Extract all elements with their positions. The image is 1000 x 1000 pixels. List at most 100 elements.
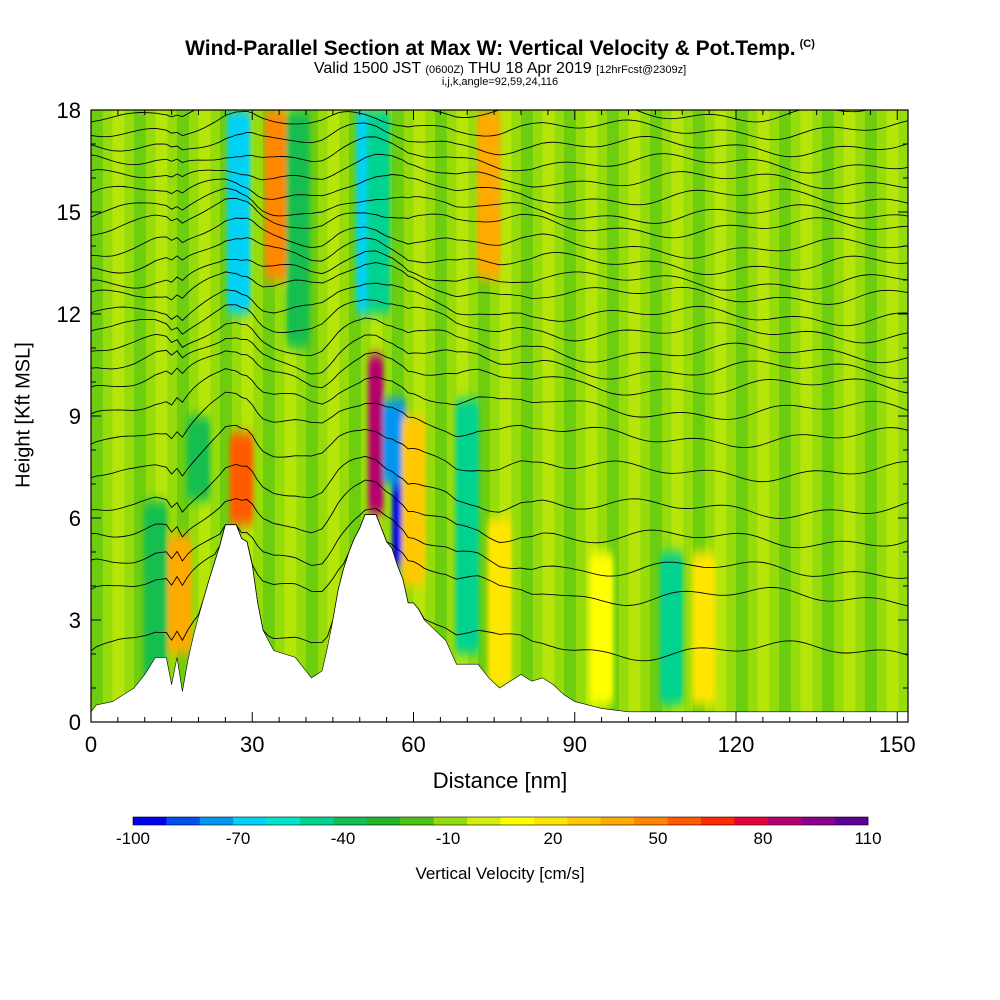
velocity-stripe	[693, 110, 705, 722]
velocity-stripe	[413, 110, 426, 722]
colorbar-swatch	[834, 817, 869, 825]
velocity-core	[589, 552, 614, 705]
velocity-stripe	[800, 110, 813, 722]
colorbar-swatch	[767, 817, 802, 825]
velocity-stripe	[478, 110, 490, 722]
theta-contour	[91, 262, 908, 305]
colorbar-swatch	[199, 817, 234, 825]
colorbar-swatch	[133, 817, 167, 825]
velocity-stripe	[843, 110, 856, 722]
theta-contour	[91, 237, 908, 276]
theta-contour	[91, 391, 908, 449]
velocity-stripe	[671, 110, 684, 722]
x-axis: 0 30 60 90 120 150	[85, 110, 916, 757]
theta-contour	[91, 350, 908, 396]
x-tick-label: 30	[240, 732, 264, 757]
velocity-stripe	[521, 110, 533, 722]
colorbar-tick-label: -100	[116, 829, 150, 848]
velocity-stripe	[177, 110, 189, 722]
velocity-field	[91, 110, 908, 722]
velocity-stripe	[822, 110, 834, 722]
copyright-mark: (C)	[799, 38, 815, 50]
colorbar-swatch	[333, 817, 368, 825]
velocity-stripe	[542, 110, 555, 722]
colorbar-swatch	[667, 817, 702, 825]
velocity-stripe	[499, 110, 512, 722]
velocity-stripe	[736, 110, 748, 722]
colorbar-tick-label: -70	[226, 829, 251, 848]
theta-contour	[91, 217, 908, 259]
velocity-core	[264, 110, 289, 280]
colorbar: -100 -70 -40 -10 20 50 80 110	[116, 816, 882, 848]
colorbar-swatch	[433, 817, 468, 825]
theta-contour	[91, 110, 908, 141]
colorbar-tick-label: 80	[754, 829, 773, 848]
velocity-core	[167, 535, 192, 654]
theta-contour	[91, 197, 908, 239]
theta-contour	[91, 250, 908, 291]
velocity-stripe	[435, 110, 447, 722]
y-tick-label: 3	[69, 608, 81, 633]
velocity-stripe	[263, 110, 275, 722]
velocity-stripe	[607, 110, 619, 722]
theta-contour	[91, 455, 908, 519]
theta-contour	[91, 299, 908, 344]
colorbar-swatch	[467, 817, 501, 825]
velocity-stripe	[306, 110, 318, 722]
velocity-core	[401, 416, 426, 586]
colorbar-swatch	[533, 817, 568, 825]
velocity-stripe	[220, 110, 232, 722]
velocity-stripe	[134, 110, 146, 722]
theta-contour	[91, 368, 908, 420]
colorbar-swatch	[600, 817, 635, 825]
colorbar-swatch	[366, 817, 401, 825]
colorbar-swatch	[166, 817, 201, 825]
velocity-stripe	[757, 110, 770, 722]
velocity-stripe	[112, 110, 125, 722]
velocity-stripe	[628, 110, 641, 722]
x-tick-label: 60	[401, 732, 425, 757]
y-tick-label: 6	[69, 506, 81, 531]
x-tick-label: 150	[879, 732, 916, 757]
theta-contour	[91, 334, 908, 380]
velocity-core	[382, 399, 407, 484]
colorbar-swatch	[734, 817, 769, 825]
x-axis-label: Distance [nm]	[432, 768, 568, 793]
velocity-core	[487, 518, 512, 688]
utc-time: (0600Z)	[425, 64, 464, 76]
velocity-stripe	[241, 110, 254, 722]
velocity-core	[286, 110, 310, 348]
forecast-info: [12hrFcst@2309z]	[596, 64, 687, 76]
colorbar-tick-label: -10	[436, 829, 461, 848]
theta-contour	[91, 174, 908, 206]
velocity-stripe	[865, 110, 877, 722]
colorbar-swatch	[266, 817, 301, 825]
y-tick-label: 12	[57, 302, 81, 327]
theta-contour	[91, 136, 908, 174]
velocity-core	[476, 110, 501, 280]
velocity-stripe	[779, 110, 791, 722]
velocity-core	[368, 354, 384, 515]
colorbar-swatch	[400, 817, 434, 825]
theta-contour	[91, 122, 908, 158]
colorbar-frame	[132, 816, 869, 826]
colorbar-swatch	[700, 817, 735, 825]
velocity-core	[226, 110, 251, 314]
velocity-stripe	[585, 110, 598, 722]
colorbar-swatch	[634, 817, 668, 825]
velocity-stripe	[886, 110, 899, 722]
velocity-core	[186, 416, 211, 501]
velocity-stripe	[198, 110, 211, 722]
x-tick-label: 120	[718, 732, 755, 757]
velocity-stripe	[714, 110, 727, 722]
theta-contour	[91, 110, 870, 123]
velocity-core	[659, 552, 684, 705]
colorbar-tick-label: 20	[544, 829, 563, 848]
theta-contour	[91, 153, 908, 190]
velocity-stripe	[349, 110, 361, 722]
colorbar-swatch	[801, 817, 835, 825]
y-axis: 0 3 6 9 12 15 18	[57, 98, 908, 735]
theta-contour	[91, 282, 908, 327]
colorbar-swatch	[233, 817, 267, 825]
